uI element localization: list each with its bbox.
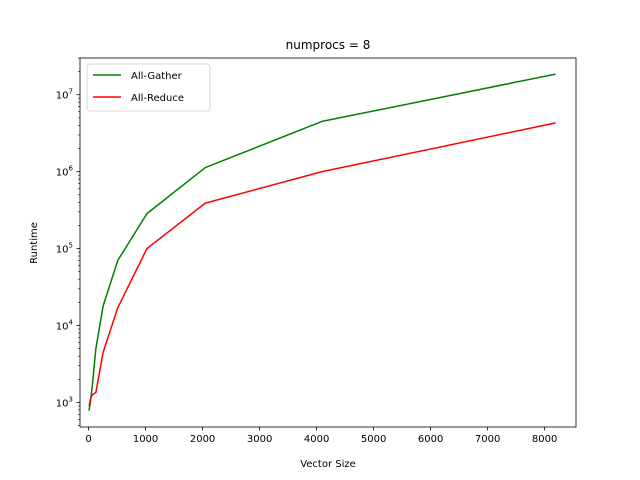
y-tick-label: 106 xyxy=(56,165,74,179)
series-lines xyxy=(88,73,556,411)
x-axis-label: Vector Size xyxy=(300,459,356,470)
y-tick-label: 103 xyxy=(56,395,73,409)
series-line-all-reduce xyxy=(88,122,556,407)
x-axis-ticks: 0 1000 2000 3000 4000 5000 6000 7000 8000 xyxy=(85,427,557,445)
x-tick-label: 8000 xyxy=(532,434,557,445)
y-axis-label: Runtime xyxy=(29,222,40,264)
x-tick-label: 6000 xyxy=(418,434,443,445)
y-tick-label: 104 xyxy=(56,319,74,333)
legend: All-Gather All-Reduce xyxy=(86,63,211,112)
x-tick-label: 3000 xyxy=(247,434,272,445)
x-tick-label: 4000 xyxy=(304,434,329,445)
x-tick-label: 0 xyxy=(85,434,91,445)
x-tick-label: 1000 xyxy=(133,434,158,445)
y-tick-label: 107 xyxy=(56,88,73,102)
y-axis-ticks: 103 104 105 106 107 xyxy=(56,57,80,426)
x-tick-label: 2000 xyxy=(190,434,215,445)
chart-title: numprocs = 8 xyxy=(286,38,371,52)
legend-label-all-reduce: All-Reduce xyxy=(131,93,184,104)
x-tick-label: 5000 xyxy=(361,434,386,445)
y-tick-label: 105 xyxy=(56,242,73,256)
x-tick-label: 7000 xyxy=(475,434,500,445)
legend-label-all-gather: All-Gather xyxy=(131,71,183,82)
